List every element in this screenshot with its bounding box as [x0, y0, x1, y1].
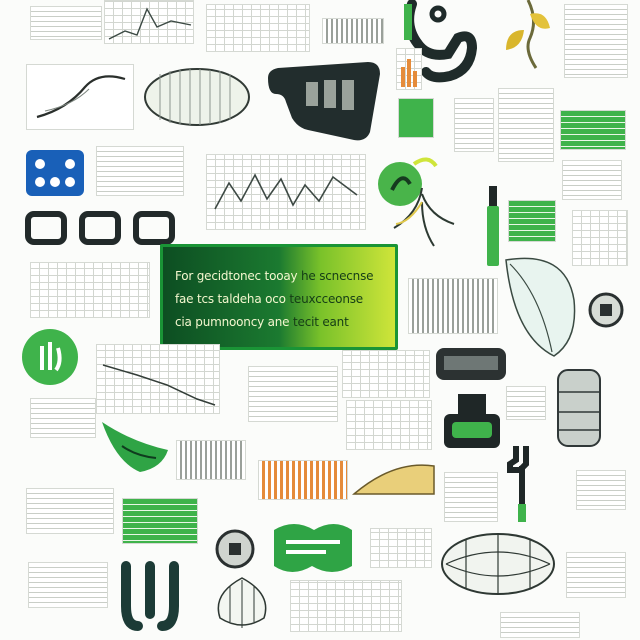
panel-line-2: fae tcs taldeha oco teuxcceonse	[175, 292, 363, 306]
round-button-icon	[214, 526, 256, 572]
thumb-slope-chart	[96, 344, 220, 414]
wrench-tool-icon	[502, 444, 542, 528]
yellow-wedge-shape	[352, 464, 436, 502]
plant-bulb-illustration	[206, 574, 278, 636]
round-lock-icon	[586, 286, 626, 330]
thumb-bars-7	[176, 440, 246, 480]
thumb-table-7	[346, 400, 432, 450]
thumb-table-right-4	[572, 210, 628, 266]
thumb-table-9	[370, 528, 432, 568]
thumb-doc-right-6	[506, 386, 546, 420]
thumb-green-block-1	[398, 98, 434, 138]
striped-oval-shape	[142, 66, 252, 128]
thumb-green-table-2	[508, 200, 556, 242]
thumb-doc-right-1	[498, 88, 554, 162]
thumb-doc-center-6	[248, 366, 338, 422]
stacked-cylinder-icon	[548, 364, 610, 450]
yellow-plant-illustration	[500, 0, 558, 80]
thumb-doc-left-7	[30, 398, 96, 438]
green-circle-icon	[20, 326, 80, 388]
thumb-table-top	[206, 4, 310, 52]
root-tree-illustration	[382, 184, 472, 254]
thumb-doc-bottom-right	[500, 612, 580, 638]
thumb-doc-right-3	[562, 160, 622, 200]
thumb-doc-top-right	[564, 4, 628, 78]
thumb-table-bars	[396, 48, 422, 90]
thumb-zigzag-chart	[206, 154, 366, 230]
thumb-line-graph	[108, 7, 192, 40]
link-rings-icon	[22, 208, 182, 248]
thumb-doc-mid-right	[454, 98, 494, 152]
green-badge-shape	[270, 520, 356, 576]
green-circle-leaf-icon	[374, 154, 440, 218]
green-wing-icon	[100, 416, 172, 474]
blue-dots-icon	[24, 148, 86, 198]
thumb-bar-chart-right	[408, 278, 498, 334]
thumb-chart-top-left	[30, 6, 102, 40]
thumb-orange-bars	[258, 460, 348, 500]
thumb-doc-bottom-left	[28, 562, 108, 608]
dark-u-shapes-icon	[116, 556, 196, 634]
zigzag-line	[214, 173, 358, 210]
green-figure-icon	[398, 0, 496, 90]
panel-line-1: For gecidtonec tooay he scnecnse	[175, 269, 374, 283]
green-tube-icon	[484, 186, 502, 268]
thumb-doc-9-right	[566, 552, 626, 598]
sketch-turbine-illustration	[436, 524, 560, 604]
leaf-outline-illustration	[500, 250, 580, 360]
panel-line-3: cia pumnooncy ane tecit eant	[175, 315, 349, 329]
dark-device-icon	[440, 390, 504, 454]
thumb-green-table-right	[560, 110, 626, 150]
thumb-table-center-6	[342, 350, 430, 398]
thumb-chart-line	[104, 0, 194, 44]
dark-fish-icon	[262, 60, 384, 142]
thumb-curve-sketch	[26, 64, 134, 130]
central-text-panel: For gecidtonec tooay he scnecnse fae tcs…	[160, 244, 398, 350]
thumb-doc-left-8	[26, 488, 114, 534]
thumb-doc-8-right	[444, 472, 498, 522]
thumb-table-left-5	[30, 262, 150, 318]
thumb-barcode	[322, 18, 384, 44]
thumb-table-bottom-center	[290, 580, 402, 632]
thumb-green-table-8	[122, 498, 198, 544]
thumb-doc-left-2	[96, 146, 184, 196]
thumb-doc-8-far-right	[576, 470, 626, 510]
dark-capsule-icon	[432, 344, 510, 384]
